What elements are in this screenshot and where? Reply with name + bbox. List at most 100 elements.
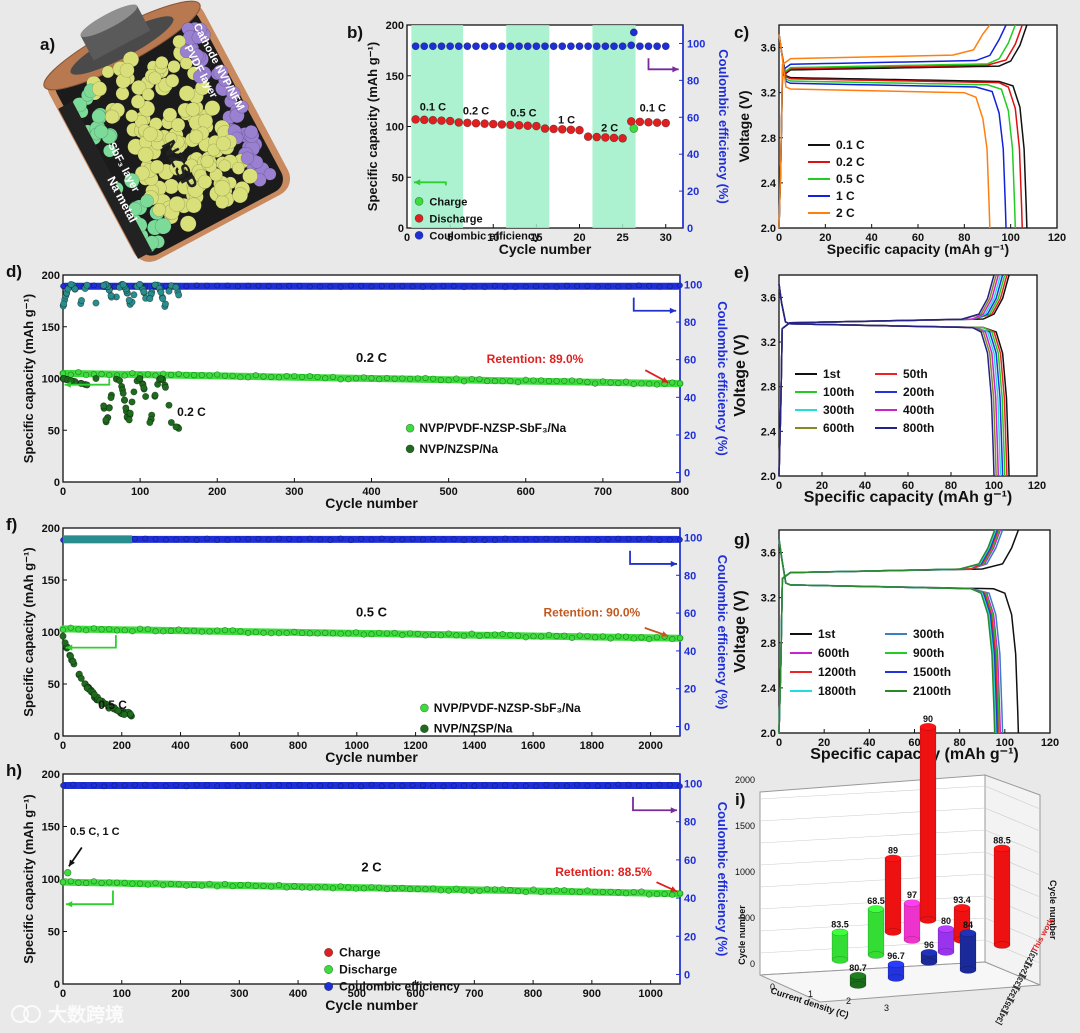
discharge-point: [322, 629, 329, 636]
ce-point: [337, 284, 344, 290]
particle: [167, 60, 181, 74]
ce-point: [255, 783, 262, 790]
ce-point: [389, 537, 395, 544]
ce-point: [523, 42, 532, 51]
ce-point: [317, 283, 323, 290]
discharge-point: [607, 635, 614, 642]
watermark-text: 大数跨境: [48, 1003, 124, 1026]
ce-point: [502, 782, 509, 789]
discharge-point: [561, 887, 568, 894]
discharge-point: [175, 881, 182, 888]
ce-point: [368, 283, 375, 290]
legend-label: NVP/PVDF-NZSP-SbF₃/Na: [434, 701, 581, 715]
discharge-point: [646, 380, 653, 387]
particle: [115, 73, 131, 89]
ce-point: [368, 781, 375, 788]
reference-ce-point: [140, 288, 148, 296]
reference-capacity-point: [114, 707, 122, 715]
ce-point: [193, 282, 200, 289]
ce-point: [440, 283, 447, 290]
x-tick-label: 10: [487, 232, 499, 244]
ce-point: [430, 783, 437, 789]
discharge-point: [376, 884, 383, 891]
discharge-point: [345, 376, 352, 383]
discharge-point: [98, 371, 105, 378]
y-tick-label: 2.0: [761, 728, 776, 740]
discharge-point: [615, 379, 622, 387]
bar-top: [920, 949, 938, 957]
discharge-point: [584, 379, 591, 386]
discharge-point: [468, 888, 475, 895]
discharge-point: [549, 124, 558, 134]
discharge-point: [460, 632, 468, 639]
watermark: 大数跨境: [11, 1003, 124, 1026]
discharge-point: [368, 884, 375, 891]
discharge-point: [106, 879, 113, 886]
bar-base: [993, 941, 1011, 949]
discharge-point: [622, 890, 630, 897]
particle: [189, 48, 204, 63]
ce-point: [437, 42, 446, 51]
ce-point: [152, 536, 159, 543]
discharge-point: [599, 633, 606, 640]
discharge-point: [592, 888, 599, 895]
discharge-point: [206, 880, 213, 887]
discharge-point: [468, 375, 475, 383]
discharge-point: [183, 627, 190, 634]
ce-point: [276, 535, 282, 542]
x-tick-label: 0: [776, 737, 782, 749]
discharge-point: [419, 115, 429, 125]
bar-base: [849, 981, 867, 989]
discharge-point: [137, 880, 144, 887]
discharge-point: [561, 377, 568, 384]
discharge-point: [430, 632, 437, 639]
x-tick-label: 5: [447, 232, 453, 244]
ce-point: [430, 284, 437, 290]
discharge-point: [422, 374, 429, 382]
ce-point: [472, 42, 480, 51]
ce-point: [522, 536, 529, 543]
discharge-point: [676, 634, 684, 642]
y-tick-label: 100: [42, 874, 60, 886]
x-tick-label: 1: [808, 989, 813, 999]
discharge-point: [368, 375, 375, 382]
ce-point: [204, 535, 210, 542]
discharge-point: [383, 375, 391, 382]
discharge-point: [83, 371, 90, 379]
particle: [231, 161, 245, 175]
discharge-point: [252, 372, 259, 379]
discharge-point: [669, 379, 676, 386]
rate-label: 0.5 C: [510, 107, 536, 119]
reference-ce-band: [63, 535, 133, 544]
ce-point: [653, 42, 662, 51]
discharge-point: [144, 371, 151, 378]
x-tick-label: 20: [818, 737, 830, 749]
x-tick-label: 800: [671, 486, 689, 498]
x-axis-title: Cycle number: [325, 495, 418, 511]
bar-base: [919, 916, 937, 924]
x-tick-label: 100: [1001, 232, 1019, 244]
particle: [91, 81, 107, 97]
ce-point: [317, 782, 323, 789]
ce-point: [440, 536, 447, 543]
discharge-point: [283, 372, 290, 380]
ce-point: [605, 283, 611, 290]
y2-tick-label: 20: [684, 684, 696, 696]
retention-arrow-head: [670, 886, 678, 892]
legend-label: 1500th: [913, 665, 951, 679]
legend-label: 200th: [903, 385, 934, 399]
ce-point: [265, 283, 272, 289]
ce-point: [420, 536, 426, 543]
ce-point: [635, 282, 642, 289]
y2-tick-label: 60: [684, 855, 696, 867]
ce-point: [644, 42, 653, 51]
discharge-point: [360, 885, 367, 892]
particle: [188, 129, 204, 144]
ce-point: [358, 282, 365, 289]
ce-point: [399, 782, 406, 789]
y2-axis-title: Coulombic efficiency (%): [715, 555, 730, 710]
discharge-point: [160, 628, 167, 635]
legend-label: Charge: [339, 946, 381, 960]
grid-line: [759, 807, 986, 822]
